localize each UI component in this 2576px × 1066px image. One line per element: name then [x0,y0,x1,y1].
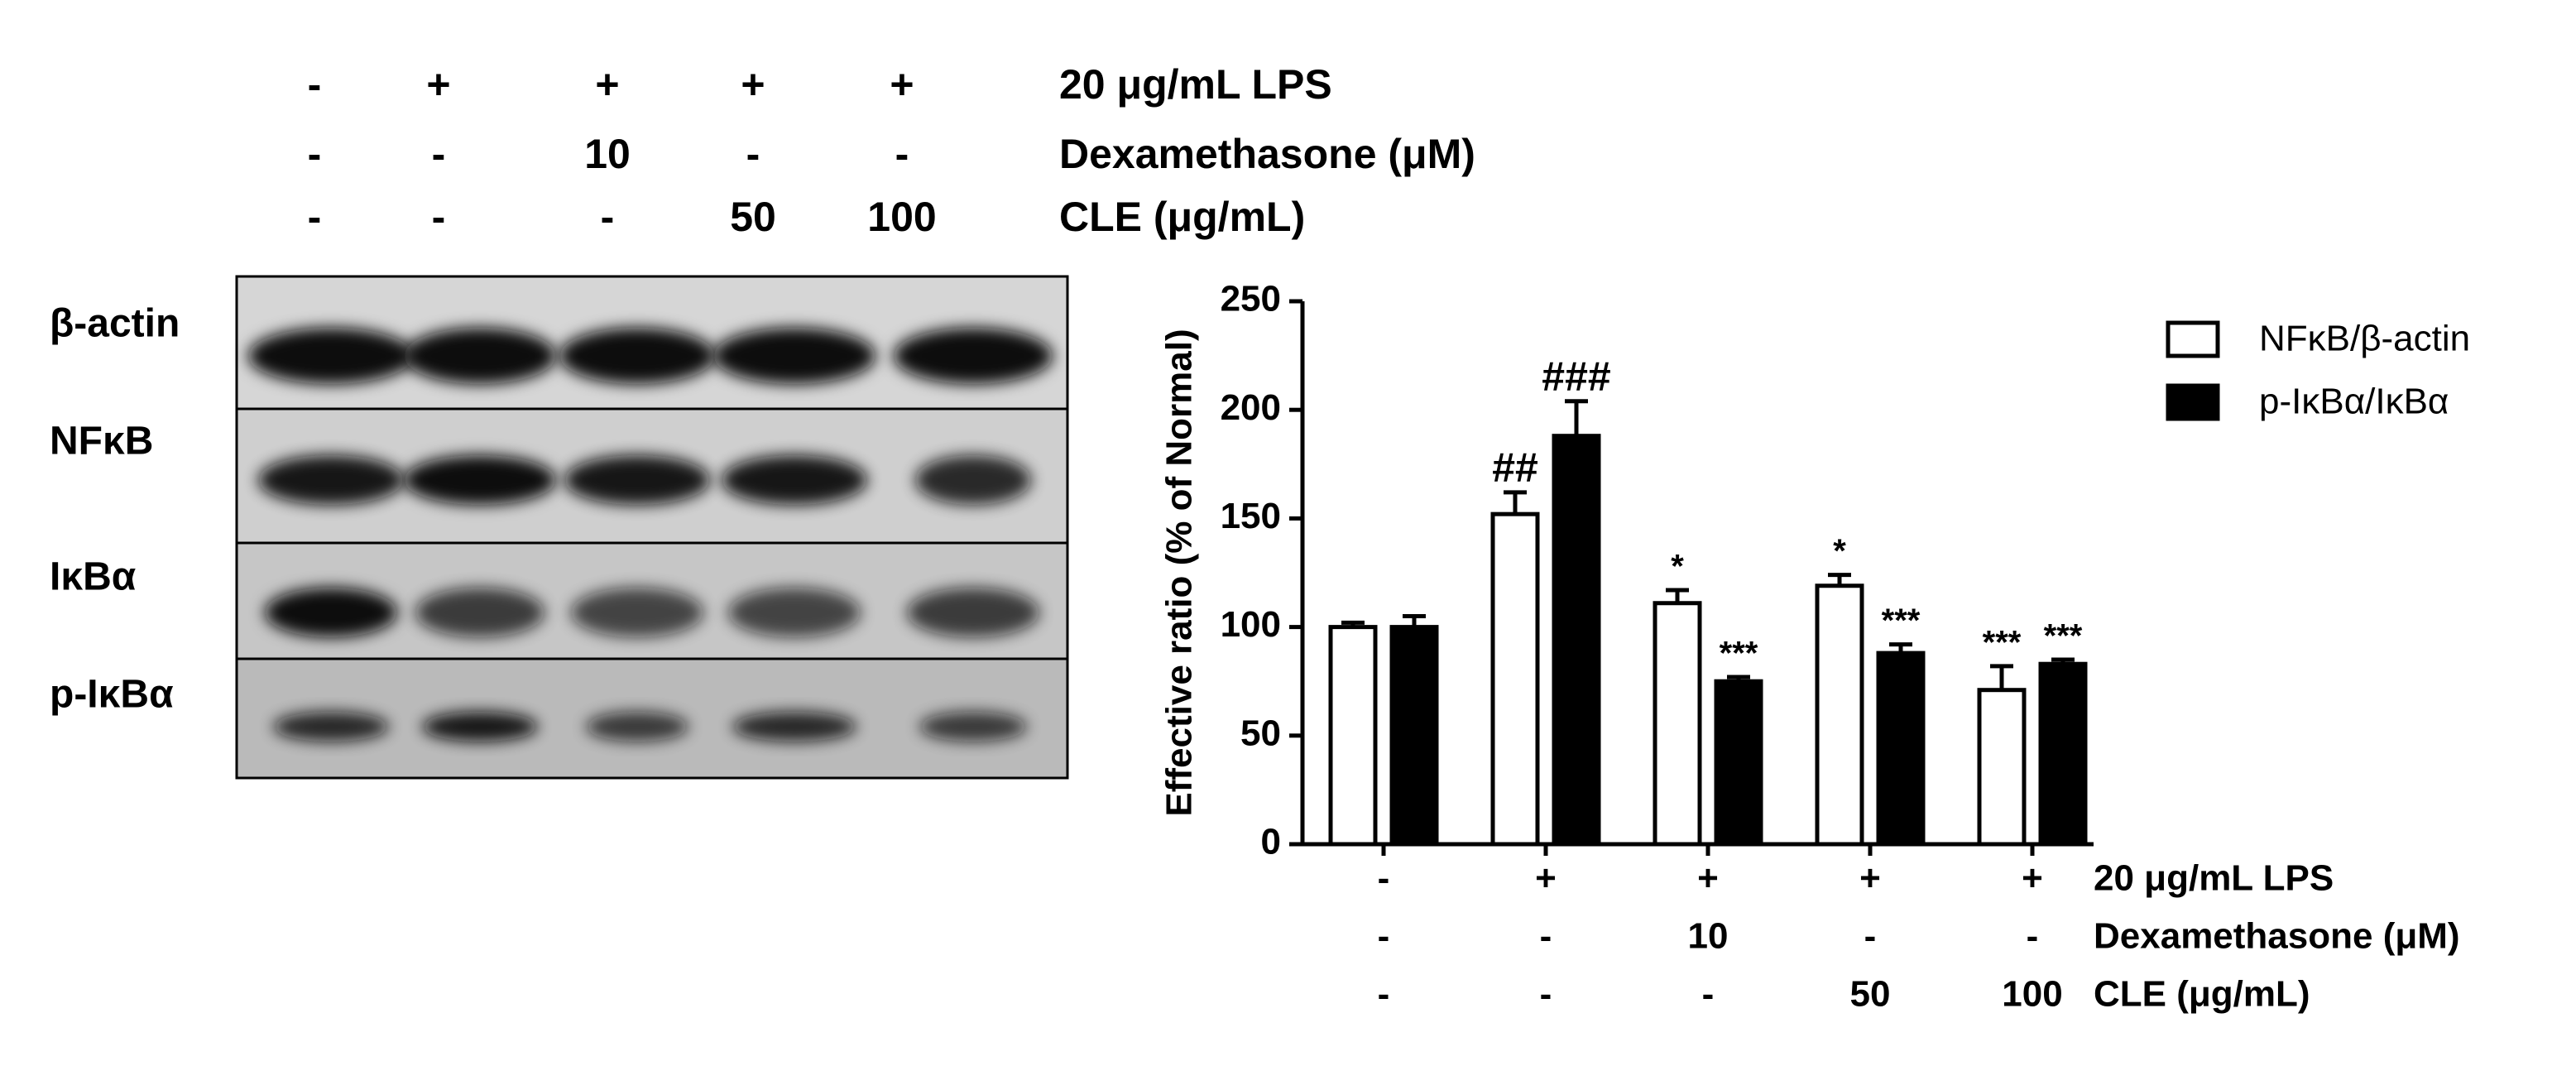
y-tick-label: 100 [1221,604,1281,645]
legend-swatch [2166,320,2220,358]
band [732,712,856,742]
treatment-label: 20 μg/mL LPS [1059,61,1332,108]
treatment-label: Dexamethasone (μM) [2094,916,2460,957]
bar [1490,511,1540,847]
significance-label: *** [1882,603,1921,639]
band [265,588,397,637]
y-tick-label: 150 [1221,496,1281,536]
treatment-symbol: 10 [584,131,631,177]
bar [1876,651,1926,847]
treatment-symbol: - [601,194,615,240]
band [422,712,538,742]
treatment-symbol: 10 [1688,916,1729,957]
band [559,328,715,384]
y-tick-label: 50 [1240,713,1281,753]
western-blot: - + + + +20 μg/mL LPS - - 10 - - Dexamethasone (μM… [50,61,1475,780]
treatment-symbol: 50 [1850,974,1891,1015]
bar [1815,583,1864,847]
bar [1714,679,1763,847]
treatment-symbol: - [1864,916,1877,957]
band [404,455,556,505]
band [564,455,710,505]
legend-label: NFκB/β-actin [2259,319,2470,359]
significance-label: ### [1542,353,1610,400]
band [713,328,875,384]
significance-label: ## [1492,444,1538,491]
band-label: IκBα [50,555,137,599]
band [894,328,1053,384]
treatment-symbol: - [432,194,446,240]
bar [1653,601,1702,847]
treatment-symbol: - [308,194,322,240]
treatment-symbol: + [741,61,765,108]
y-tick-label: 250 [1221,279,1281,319]
treatment-symbol: + [2022,858,2043,899]
treatment-symbol: - [1540,916,1552,957]
bar [1328,625,1378,847]
treatment-symbol: - [308,61,322,108]
treatment-symbol: + [890,61,914,108]
band [273,712,389,742]
treatment-label: CLE (μg/mL) [2094,974,2310,1015]
treatment-symbol: 100 [2002,974,2062,1015]
error-bar [1666,588,1689,603]
error-bar [1504,490,1527,515]
treatment-symbol: - [1702,974,1715,1015]
band-label: β-actin [50,302,180,346]
treatment-symbol: - [2027,916,2039,957]
legend-label: p-IκBα/IκBα [2259,382,2449,422]
treatment-label: 20 μg/mL LPS [2094,858,2334,899]
bar [2038,661,2088,847]
treatment-symbol: - [1378,858,1390,899]
y-tick-label: 0 [1261,822,1281,862]
treatment-symbol: - [1540,974,1552,1015]
legend-swatch [2166,383,2220,421]
treatment-symbol: + [1697,858,1719,899]
treatment-symbol: - [746,131,760,177]
y-tick-label: 200 [1221,387,1281,428]
treatment-label: CLE (μg/mL) [1059,194,1305,240]
bar [1977,688,2027,847]
band [722,455,867,505]
band [586,712,688,742]
treatment-symbol: 100 [867,194,936,240]
band [571,588,703,637]
treatment-symbol: + [1535,858,1557,899]
error-bar [1565,399,1588,436]
treatment-symbol: + [426,61,450,108]
band [258,455,404,505]
band [248,328,414,384]
band [919,712,1027,742]
treatment-symbol: + [1859,858,1881,899]
treatment-symbol: - [895,131,909,177]
significance-label: *** [1720,636,1758,672]
treatment-symbol: - [1378,974,1390,1015]
treatment-symbol: 50 [730,194,776,240]
significance-label: *** [2044,618,2083,655]
bar [1389,625,1439,847]
band [907,588,1039,637]
band [415,588,544,637]
treatment-symbol: - [432,131,446,177]
band-label: p-IκBα [50,673,174,717]
treatment-label: Dexamethasone (μM) [1059,131,1475,177]
band [728,588,861,637]
y-axis-label: Effective ratio (% of Normal) [1159,329,1200,816]
bar [1552,434,1601,847]
band [404,328,556,384]
significance-label: * [1671,549,1684,585]
band [915,455,1031,505]
significance-label: * [1833,533,1846,569]
treatment-symbol: - [308,131,322,177]
error-bar [1990,664,2013,690]
significance-label: *** [1983,624,2022,660]
bar-chart: Effective ratio (% of Normal) 0 50 100 150 2… [1159,279,2471,1015]
treatment-symbol: + [595,61,619,108]
treatment-symbol: - [1378,916,1390,957]
band-label: NFκB [50,420,153,463]
